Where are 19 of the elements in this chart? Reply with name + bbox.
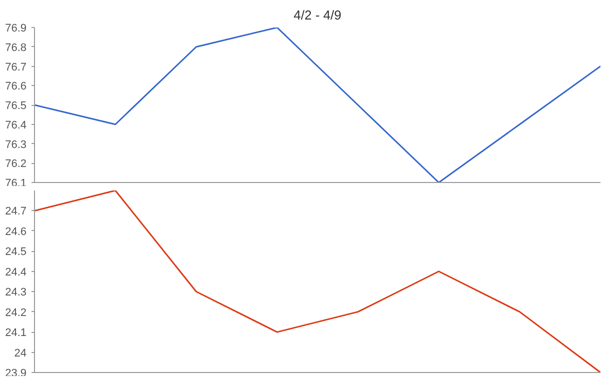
y-tick-label: 76.5 [5,100,27,112]
chart-title: 4/2 - 4/9 [294,8,342,22]
y-tick-label: 76.9 [5,22,27,34]
y-tick-label: 76.7 [5,61,27,74]
y-tick-label: 24.1 [5,327,27,340]
y-tick-label: 24.6 [5,226,27,238]
y-tick-label: 24 [14,347,27,360]
y-tick-label: 24.2 [5,306,27,319]
y-tick-label: 24.3 [5,286,27,299]
line-series [34,28,600,182]
y-tick-label: 76.2 [5,158,27,170]
y-tick-label: 24.5 [5,246,27,258]
y-tick-label: 76.6 [5,80,27,93]
line-series [34,190,600,372]
y-tick-label: 76.3 [5,138,27,151]
y-tick-label: 24.4 [5,266,27,278]
y-tick-label: 24.7 [5,206,27,218]
y-tick-label: 76.4 [5,119,27,132]
y-tick-label: 76.8 [5,42,27,54]
